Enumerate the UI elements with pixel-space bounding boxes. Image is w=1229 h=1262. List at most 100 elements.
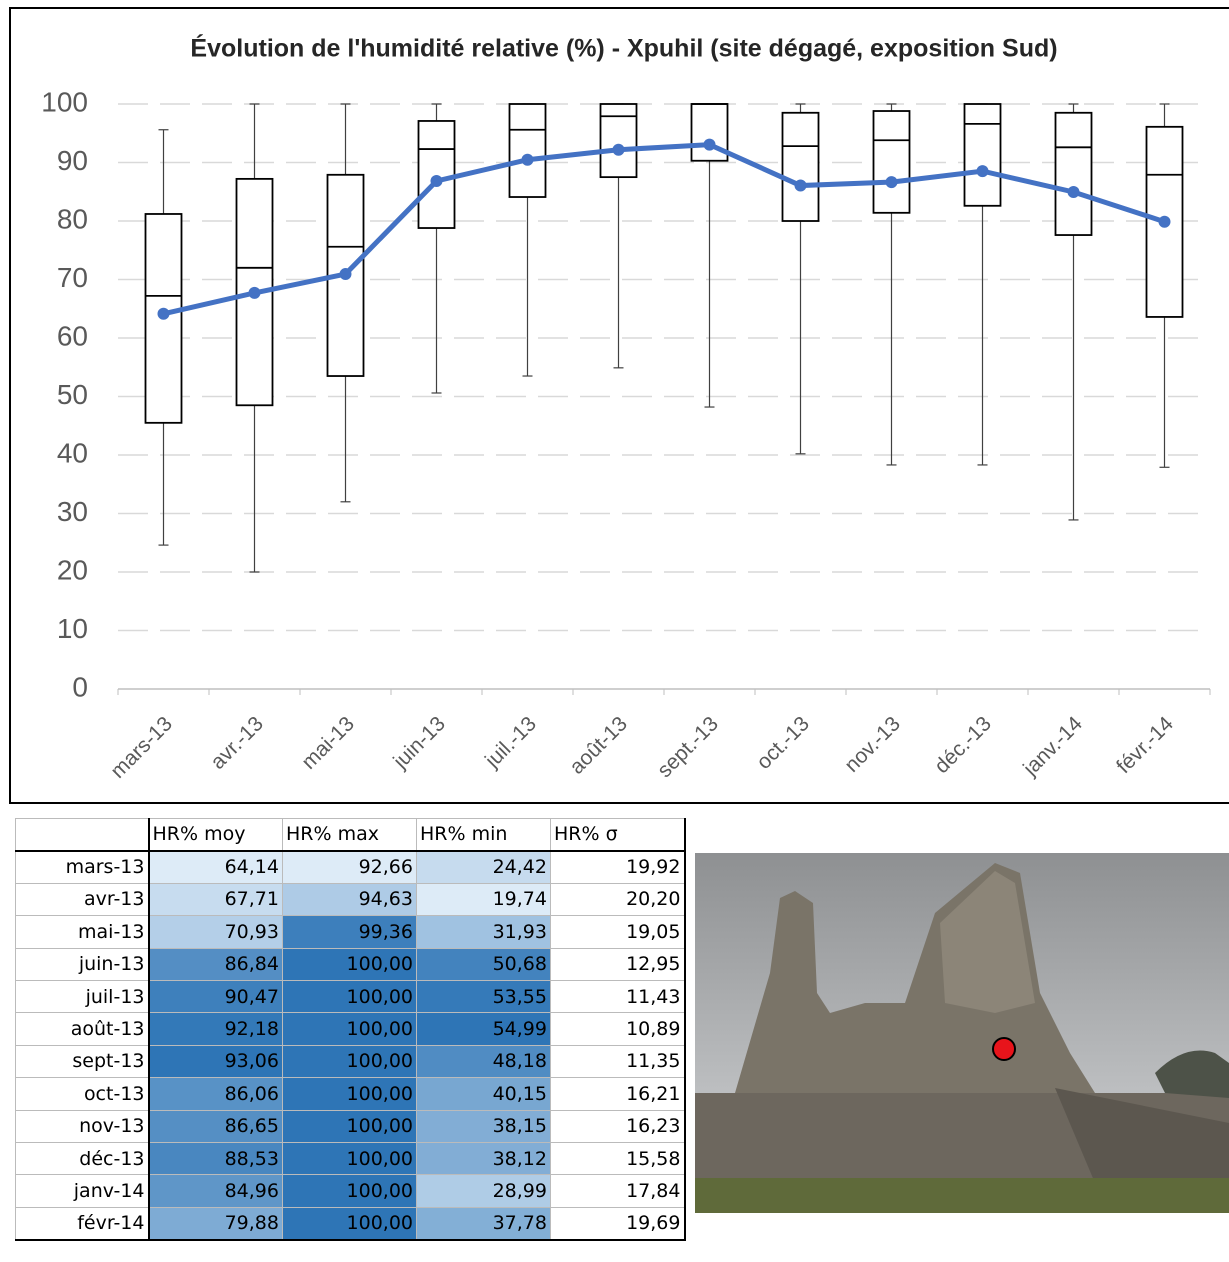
table-row: sept-13 93,06 100,00 48,18 11,35 bbox=[15, 1044, 686, 1079]
value-cell: 93,06 bbox=[148, 1044, 283, 1079]
row-label: sept-13 bbox=[15, 1044, 150, 1079]
row-label: juil-13 bbox=[15, 979, 150, 1014]
y-tick-label: 40 bbox=[57, 437, 88, 468]
value-cell: 70,93 bbox=[148, 915, 283, 949]
box bbox=[872, 110, 911, 214]
row-label: mars-13 bbox=[15, 850, 150, 884]
table-row: avr-13 67,71 94,63 19,74 20,20 bbox=[15, 882, 686, 917]
table-row: mai-13 70,93 99,36 31,93 19,05 bbox=[15, 915, 686, 949]
mean-point bbox=[248, 286, 261, 299]
y-tick-label: 70 bbox=[57, 262, 88, 293]
value-cell: 100,00 bbox=[282, 1012, 417, 1046]
x-tick-label: janv.-14 bbox=[1018, 712, 1087, 781]
value-cell: 100,00 bbox=[282, 1174, 417, 1208]
box bbox=[1054, 111, 1093, 236]
row-label: avr-13 bbox=[15, 882, 150, 917]
row-label: nov-13 bbox=[15, 1109, 150, 1143]
table-row: août-13 92,18 100,00 54,99 10,89 bbox=[15, 1012, 686, 1046]
chart-frame bbox=[9, 7, 1229, 804]
value-cell: 37,78 bbox=[416, 1206, 551, 1241]
y-tick-label: 60 bbox=[57, 320, 88, 351]
value-cell: 15,58 bbox=[550, 1141, 686, 1176]
mean-point bbox=[976, 165, 989, 178]
value-cell: 31,93 bbox=[416, 915, 551, 949]
value-cell: 90,47 bbox=[148, 979, 283, 1014]
x-tick-label: mai-13 bbox=[297, 712, 359, 774]
y-tick-label: 50 bbox=[57, 379, 88, 410]
x-tick-label: août-13 bbox=[565, 712, 632, 779]
value-cell: 53,55 bbox=[416, 979, 551, 1014]
x-tick-label: juin-13 bbox=[388, 712, 450, 774]
value-cell: 16,23 bbox=[550, 1109, 686, 1143]
row-label: déc-13 bbox=[15, 1141, 150, 1176]
x-tick-label: juil.-13 bbox=[480, 712, 541, 773]
value-cell: 19,69 bbox=[550, 1206, 686, 1241]
x-tick-label: févr.-14 bbox=[1112, 712, 1178, 778]
value-cell: 100,00 bbox=[282, 979, 417, 1014]
mean-point bbox=[1158, 215, 1171, 228]
table-row: juin-13 86,84 100,00 50,68 12,95 bbox=[15, 947, 686, 981]
value-cell: 17,84 bbox=[550, 1174, 686, 1208]
column-header: HR% moy bbox=[148, 817, 283, 852]
y-tick-label: 100 bbox=[41, 86, 88, 117]
value-cell: 10,89 bbox=[550, 1012, 686, 1046]
row-label: juin-13 bbox=[15, 947, 150, 981]
value-cell: 54,99 bbox=[416, 1012, 551, 1046]
table-row: déc-13 88,53 100,00 38,12 15,58 bbox=[15, 1141, 686, 1176]
mean-point bbox=[612, 143, 625, 156]
box bbox=[963, 103, 1002, 207]
value-cell: 86,65 bbox=[148, 1109, 283, 1143]
value-cell: 12,95 bbox=[550, 947, 686, 981]
mean-point bbox=[1067, 185, 1080, 198]
value-cell: 20,20 bbox=[550, 882, 686, 917]
column-header: HR% σ bbox=[550, 817, 686, 852]
box bbox=[417, 120, 456, 229]
value-cell: 100,00 bbox=[282, 1044, 417, 1079]
row-label: févr-14 bbox=[15, 1206, 150, 1241]
value-cell: 86,06 bbox=[148, 1077, 283, 1111]
data-table: HR% moy HR% max HR% min HR% σ mars-13 64,14 92… bbox=[15, 817, 686, 1241]
header-row: HR% moy HR% max HR% min HR% σ bbox=[15, 817, 686, 852]
value-cell: 11,35 bbox=[550, 1044, 686, 1079]
value-cell: 19,92 bbox=[550, 850, 686, 884]
value-cell: 19,05 bbox=[550, 915, 686, 949]
column-header: HR% min bbox=[416, 817, 551, 852]
x-tick-label: déc.-13 bbox=[930, 712, 996, 778]
value-cell: 50,68 bbox=[416, 947, 551, 981]
x-tick-label: nov.-13 bbox=[840, 712, 905, 777]
column-header: HR% max bbox=[282, 817, 417, 852]
chart-title: Évolution de l'humidité relative (%) - X… bbox=[190, 34, 1057, 63]
mean-point bbox=[339, 268, 352, 281]
table-row: oct-13 86,06 100,00 40,15 16,21 bbox=[15, 1077, 686, 1111]
value-cell: 40,15 bbox=[416, 1077, 551, 1111]
y-tick-label: 90 bbox=[57, 145, 88, 176]
mean-point bbox=[521, 153, 534, 166]
box bbox=[508, 103, 547, 198]
y-tick-label: 80 bbox=[57, 203, 88, 234]
mean-line bbox=[162, 142, 1166, 317]
value-cell: 24,42 bbox=[416, 850, 551, 884]
value-cell: 16,21 bbox=[550, 1077, 686, 1111]
row-label: janv-14 bbox=[15, 1174, 150, 1208]
x-tick-label: oct.-13 bbox=[752, 712, 814, 774]
value-cell: 100,00 bbox=[282, 1109, 417, 1143]
box bbox=[690, 103, 729, 162]
value-cell: 100,00 bbox=[282, 1141, 417, 1176]
y-tick-label: 0 bbox=[72, 671, 88, 702]
value-cell: 88,53 bbox=[148, 1141, 283, 1176]
value-cell: 100,00 bbox=[282, 1077, 417, 1111]
row-label: août-13 bbox=[15, 1012, 150, 1046]
y-tick-label: 10 bbox=[57, 613, 88, 644]
x-tick-label: mars-13 bbox=[106, 712, 177, 783]
value-cell: 79,88 bbox=[148, 1206, 283, 1241]
value-cell: 100,00 bbox=[282, 1206, 417, 1241]
mean-point bbox=[157, 307, 170, 320]
box bbox=[781, 111, 820, 222]
value-cell: 38,12 bbox=[416, 1141, 551, 1176]
x-tick-label: sept.-13 bbox=[653, 712, 723, 782]
value-cell: 48,18 bbox=[416, 1044, 551, 1079]
site-photo bbox=[695, 853, 1229, 1213]
value-cell: 67,71 bbox=[148, 882, 283, 917]
x-tick-label: avr.-13 bbox=[206, 712, 268, 774]
mean-point bbox=[885, 176, 898, 189]
